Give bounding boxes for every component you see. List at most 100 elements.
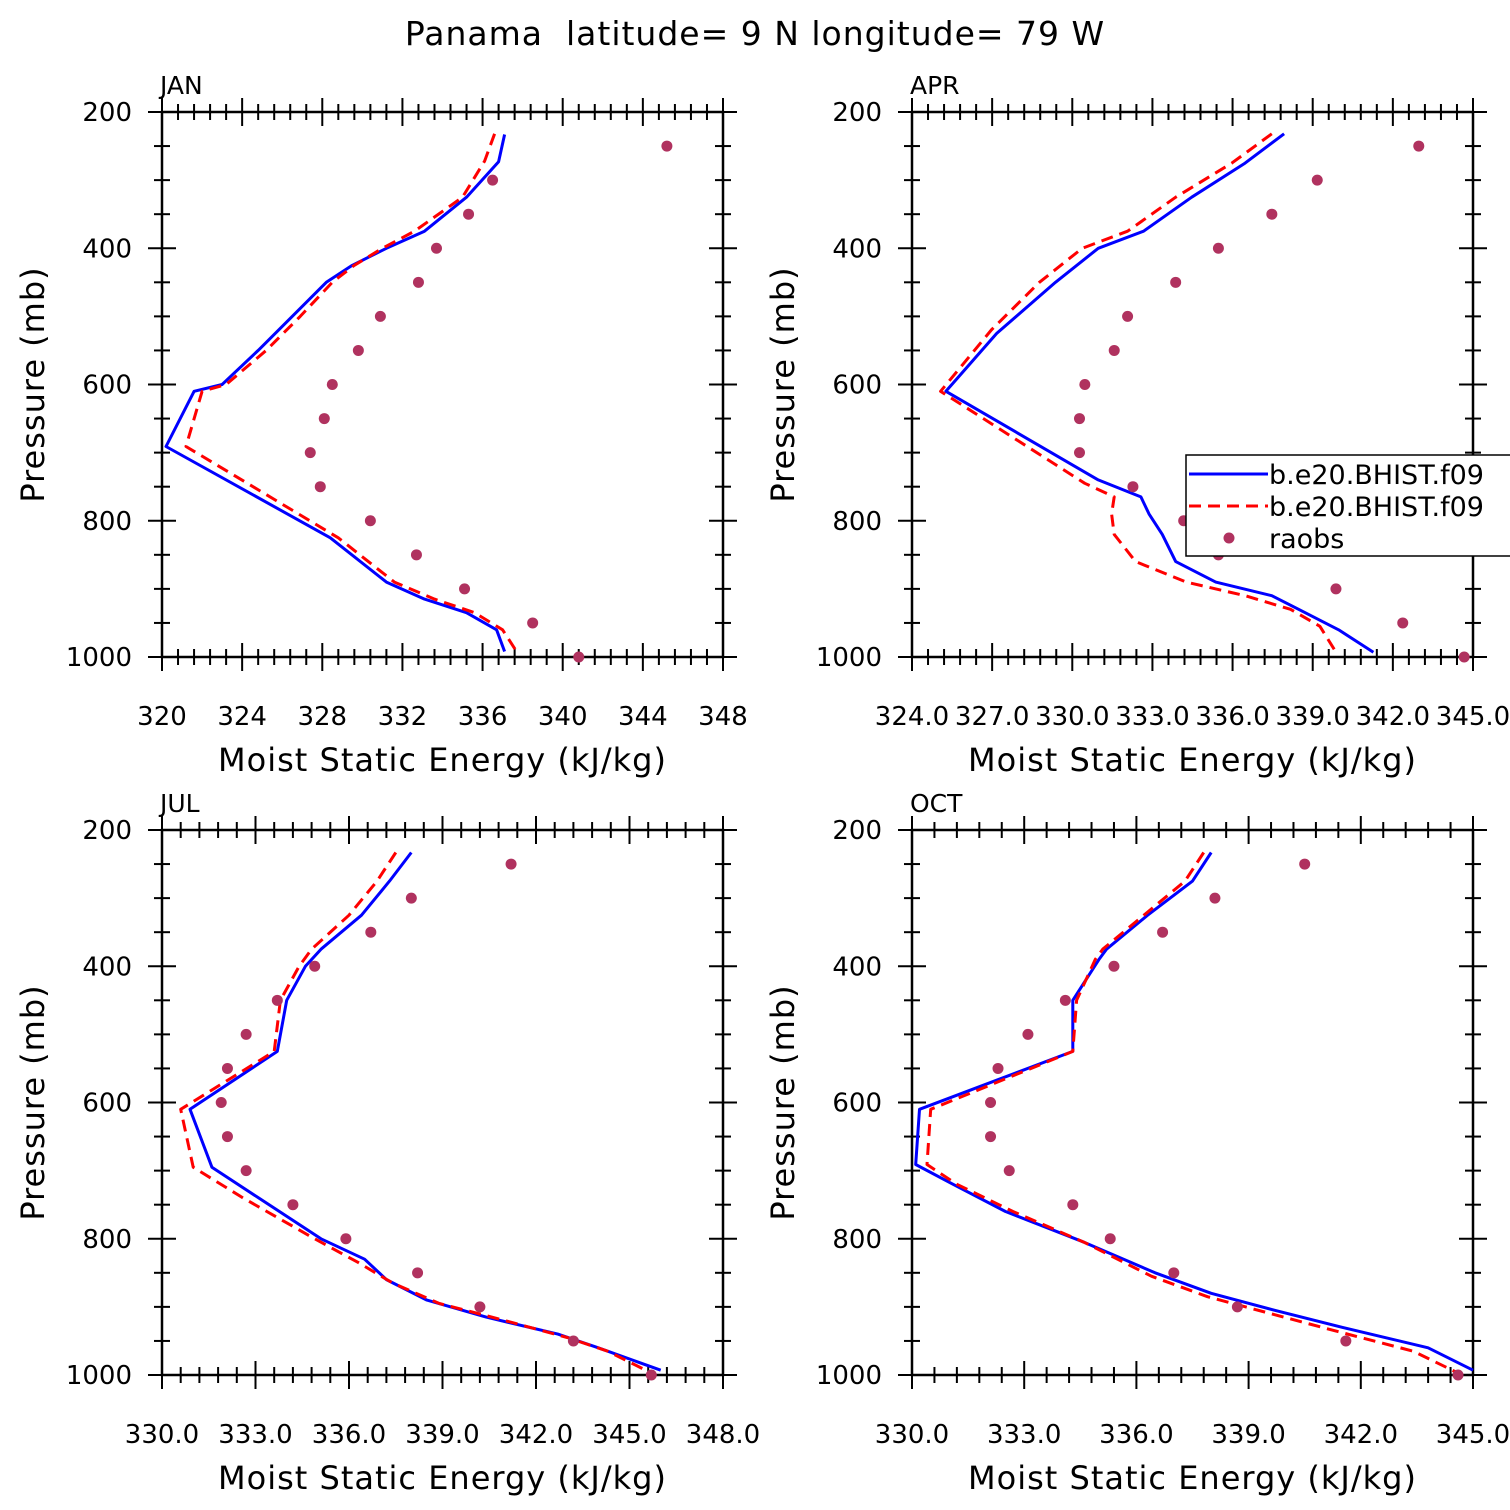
y-axis-title: Pressure (mb): [14, 266, 52, 502]
x-tick-label: 342.0: [499, 1420, 573, 1450]
raob-point: [1079, 379, 1091, 390]
raob-point: [412, 276, 424, 288]
y-tick-label: 400: [832, 952, 882, 982]
raob-point: [287, 1199, 299, 1211]
raob-point: [1073, 413, 1085, 425]
x-tick-label: 342.0: [1356, 702, 1430, 732]
raob-point: [1413, 140, 1425, 152]
series-line-dashed: [925, 851, 1459, 1375]
x-tick-label: 330.0: [125, 1420, 199, 1450]
x-tick-label: 333.0: [987, 1420, 1061, 1450]
raob-point: [505, 858, 517, 870]
y-tick-label: 600: [82, 1089, 132, 1119]
x-tick-label: 336: [458, 702, 508, 732]
y-tick-label: 1000: [816, 1361, 882, 1391]
y-tick-label: 1000: [816, 643, 882, 673]
raob-point: [1003, 1165, 1015, 1177]
y-tick-label: 600: [832, 1089, 882, 1119]
y-tick-label: 1000: [66, 1361, 132, 1391]
raob-point: [1311, 174, 1323, 186]
raob-point: [1458, 651, 1470, 663]
y-tick-label: 600: [832, 371, 882, 401]
raob-point: [1452, 1369, 1464, 1381]
y-axis-title: Pressure (mb): [14, 984, 52, 1220]
x-tick-label: 330.0: [875, 1420, 949, 1450]
raob-point: [1168, 1267, 1180, 1279]
x-tick-label: 336.0: [1099, 1420, 1173, 1450]
raob-point: [405, 892, 417, 904]
raob-point: [527, 617, 539, 629]
raob-point: [1059, 994, 1071, 1006]
raob-point: [1157, 926, 1169, 938]
series-line-solid: [188, 851, 662, 1372]
raob-point: [412, 1267, 424, 1279]
raob-point: [1212, 242, 1224, 254]
raob-point: [1266, 208, 1278, 220]
raob-point: [1340, 1335, 1352, 1347]
raob-point: [474, 1301, 486, 1313]
legend-label: raobs: [1269, 524, 1344, 555]
y-tick-label: 800: [832, 1225, 882, 1255]
raob-point: [215, 1097, 227, 1108]
legend-marker: [1223, 532, 1235, 544]
raob-point: [985, 1097, 997, 1108]
raob-point: [1397, 617, 1409, 629]
y-tick-label: 400: [832, 234, 882, 264]
x-tick-label: 344: [618, 702, 668, 732]
legend-box: [1185, 454, 1510, 557]
x-tick-label: 339.0: [405, 1420, 479, 1450]
raob-point: [221, 1062, 233, 1074]
raob-point: [573, 651, 585, 663]
y-tick-label: 600: [82, 371, 132, 401]
x-axis-title: Moist Static Energy (kJ/kg): [968, 1459, 1417, 1497]
panel-title: JAN: [158, 71, 203, 100]
x-axis-title: Moist Static Energy (kJ/kg): [218, 1459, 667, 1497]
x-tick-label: 348.0: [686, 1420, 760, 1450]
raob-point: [1330, 583, 1342, 595]
panel-oct: OCT 200 400 600 800 1000 330.0 333.0 336.0 339.0 3…: [764, 789, 1510, 1497]
raob-point: [374, 310, 386, 322]
x-tick-label: 332: [378, 702, 428, 732]
raob-point: [326, 379, 338, 390]
raob-point: [240, 1028, 252, 1040]
x-tick-label: 336.0: [1195, 702, 1269, 732]
x-tick-label: 339.0: [1211, 1420, 1285, 1450]
y-tick-label: 200: [82, 816, 132, 846]
raob-point: [463, 208, 475, 220]
raob-point: [365, 926, 377, 938]
y-tick-label: 200: [82, 98, 132, 128]
x-tick-label: 333.0: [1115, 702, 1189, 732]
series-line-dashed: [939, 132, 1338, 653]
y-tick-label: 800: [82, 1225, 132, 1255]
x-tick-label: 339.0: [1275, 702, 1349, 732]
y-axis-title: Pressure (mb): [764, 266, 802, 502]
y-axis-title: Pressure (mb): [764, 984, 802, 1220]
series-line-solid: [944, 132, 1375, 654]
x-tick-label: 340: [538, 702, 588, 732]
x-tick-label: 324: [217, 702, 267, 732]
plot-frame: [160, 110, 725, 659]
y-tick-label: 200: [832, 98, 882, 128]
raob-point: [314, 481, 326, 493]
legend-label: b.e20.BHIST.f09: [1269, 492, 1484, 523]
raob-point: [271, 994, 283, 1006]
raob-point: [352, 344, 364, 356]
plot-frame: [910, 110, 1475, 659]
raob-point: [1209, 892, 1221, 904]
y-tick-label: 800: [832, 507, 882, 537]
raob-point: [221, 1131, 233, 1143]
x-tick-label: 333.0: [218, 1420, 292, 1450]
panel-title: APR: [910, 71, 960, 100]
x-tick-label: 327.0: [955, 702, 1029, 732]
y-tick-label: 400: [82, 234, 132, 264]
raob-point: [340, 1233, 352, 1245]
x-tick-label: 345.0: [592, 1420, 666, 1450]
x-tick-label: 345.0: [1436, 1420, 1510, 1450]
raob-point: [1127, 481, 1139, 493]
raob-point: [364, 515, 376, 527]
y-tick-label: 1000: [66, 643, 132, 673]
x-tick-label: 348: [698, 702, 748, 732]
